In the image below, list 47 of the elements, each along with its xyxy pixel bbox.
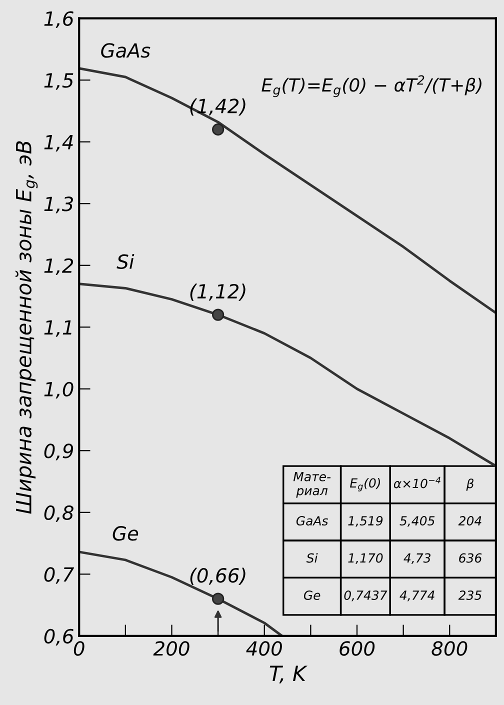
annotation: 636 <box>459 553 482 563</box>
y-axis-title: Ширина запрещенной зоны E$_{g}$, эВ <box>15 141 38 514</box>
annotation: 0,7437 <box>344 590 388 602</box>
x-tick-label: 0 <box>74 641 84 656</box>
series-label: GaAs <box>101 43 150 58</box>
annotation: E$_{g}$(0) <box>350 478 380 492</box>
point <box>212 592 224 605</box>
y-tick-label: 0,8 <box>44 505 74 522</box>
annotation: Si <box>306 553 318 563</box>
annotation: 1,519 <box>348 516 383 527</box>
annotation: E$_{g}$(T)=E$_{g}$(0) − αT$^{2}$/(T+β) <box>262 75 482 98</box>
x-tick-label: 800 <box>432 641 468 656</box>
annotation: 4,774 <box>400 590 434 602</box>
x-tick-label: 600 <box>340 641 375 656</box>
annotation: 235 <box>458 590 482 600</box>
annotation: 5,405 <box>400 516 435 527</box>
y-tick-label: 0,7 <box>44 567 74 584</box>
annotation: Мате- риал <box>293 472 331 498</box>
y-tick-label: 0,9 <box>44 444 74 460</box>
annotation: Ge <box>304 590 320 600</box>
annotation: α×10$^{−4}$ <box>394 476 440 488</box>
y-tick-label: 1,1 <box>44 320 72 337</box>
x-tick-label: 200 <box>153 641 190 656</box>
annotation: 1,170 <box>348 553 383 564</box>
y-tick-label: 1,4 <box>44 135 73 152</box>
y-tick-label: 0,6 <box>44 628 74 646</box>
annotation: GaAs <box>296 516 328 526</box>
annotation: 204 <box>458 516 482 526</box>
annotation: β <box>466 478 474 491</box>
line-series <box>79 282 496 468</box>
line-series <box>79 67 496 314</box>
data-label: (1,42) <box>190 98 246 116</box>
series-label: Si <box>116 254 134 270</box>
y-tick-label: 1,3 <box>44 196 74 214</box>
series-label: Ge <box>112 526 138 541</box>
x-tick-label: 400 <box>246 641 282 656</box>
y-tick-label: 1,2 <box>44 258 74 276</box>
annotation: 4,73 <box>404 553 430 564</box>
data-label: (0,66) <box>190 568 246 586</box>
y-tick-label: 1,0 <box>44 382 74 399</box>
x-axis-title: T, K <box>270 666 308 684</box>
y-tick-label: 1,6 <box>44 11 74 28</box>
point <box>212 123 224 136</box>
data-label: (1,12) <box>190 284 246 301</box>
y-tick-label: 1,5 <box>44 73 74 90</box>
point <box>212 308 224 321</box>
line-series <box>79 550 284 636</box>
